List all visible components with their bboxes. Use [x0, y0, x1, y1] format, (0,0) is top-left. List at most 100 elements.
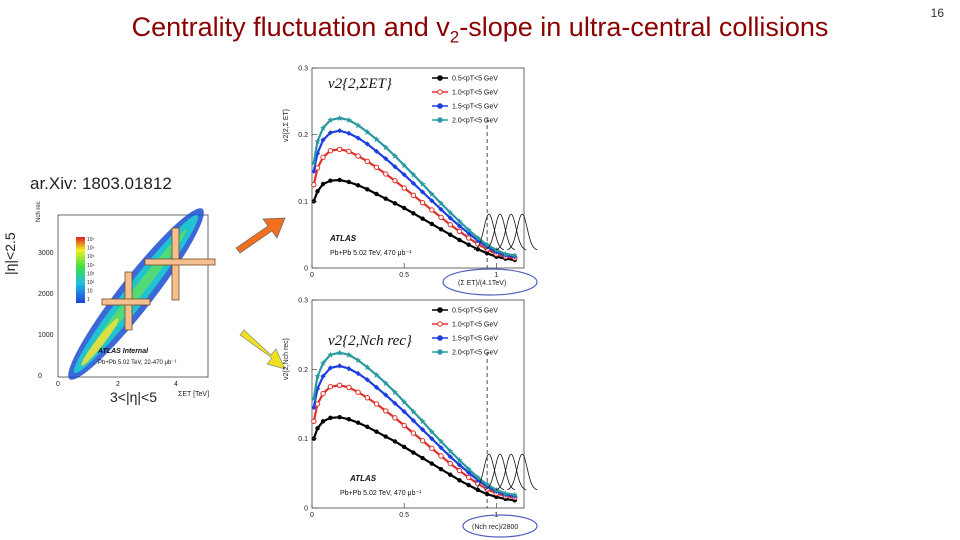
top-legend-marker-2: [437, 103, 443, 109]
top-point-3-7: [364, 129, 371, 135]
bottom-point-2-4: [337, 363, 343, 369]
top-legend-marker-1: [437, 89, 443, 95]
bottom-point-3-7: [364, 364, 371, 371]
bottom-series-1: [311, 382, 518, 501]
top-legend-marker-0: [437, 75, 443, 81]
colorbar-label-4: 10³: [87, 271, 95, 277]
bottom-point-0-6: [355, 420, 361, 425]
bottom-point-2-17: [456, 462, 463, 468]
top-legend: 0.5<pT<5 GeV 1.0<pT<5 GeV 1.5<pT<5 GeV 2.0<…: [432, 75, 498, 125]
top-xtick-label-0: 0: [310, 272, 314, 279]
bottom-point-1-6: [355, 389, 361, 395]
top-point-1-16: [447, 221, 453, 228]
bottom-point-0-17: [457, 478, 462, 483]
bottom-point-2-16: [447, 454, 453, 460]
top-point-1-2: [320, 154, 326, 161]
top-fluctuation-curve-3: [507, 213, 538, 250]
top-point-1-8: [373, 164, 380, 171]
bottom-point-3-11: [401, 398, 408, 405]
bottom-point-1-8: [373, 401, 380, 407]
colorbar-label-6: 10: [87, 289, 93, 295]
bottom-point-3-10: [391, 389, 398, 396]
bottom-xticks: 0 0.5 1: [310, 503, 498, 519]
top-point-3-6: [355, 122, 362, 129]
bottom-xlabel-highlight: [462, 514, 538, 538]
top-point-0-13: [420, 216, 425, 221]
bottom-point-1-7: [364, 395, 371, 401]
top-point-0-2: [320, 181, 326, 187]
bottom-point-1-4: [336, 382, 343, 388]
bottom-series-line-3: [312, 351, 515, 496]
top-legend-label-1: 1.0<pT<5 GeV: [452, 90, 498, 97]
top-annotation-title: ATLAS: [329, 234, 357, 243]
top-point-0-14: [429, 221, 435, 227]
top-legend-label-3: 2.0<pT<5 GeV: [452, 118, 498, 125]
bottom-point-3-3: [327, 351, 334, 358]
bottom-xtick-label-1: 0.5: [399, 512, 409, 519]
bottom-v2-panel: 0.5<pT<5 GeV 1.0<pT<5 GeV 1.5<pT<5 GeV 2.0<…: [283, 298, 538, 538]
correlation-band: [68, 208, 204, 380]
top-point-3-5: [345, 117, 352, 123]
colorbar-label-7: 1: [87, 297, 90, 303]
bottom-point-2-5: [346, 366, 352, 372]
top-xlabel: (Σ ET)/(4.1TeV): [458, 280, 506, 287]
corr-annotation-title: ATLAS Internal: [97, 348, 149, 355]
top-point-2-3: [327, 130, 334, 136]
colorbar-label-5: 10²: [87, 280, 95, 286]
top-point-3-16: [447, 209, 454, 216]
bottom-fluctuation-curve-1: [484, 453, 516, 490]
bottom-point-2-7: [364, 377, 370, 383]
bottom-legend-marker-1: [437, 321, 443, 327]
top-point-0-3: [328, 178, 333, 183]
top-point-1-9: [383, 171, 389, 177]
bottom-point-0-15: [438, 466, 444, 472]
top-xtick-label-2: 1: [494, 272, 498, 279]
top-point-0-5: [346, 179, 352, 185]
corr-ytick-2000: 2000: [38, 291, 54, 298]
bottom-point-0-11: [401, 444, 407, 450]
top-point-1-17: [456, 228, 463, 235]
top-point-0-7: [365, 187, 370, 192]
bottom-point-1-11: [401, 422, 407, 429]
top-point-3-1: [314, 138, 321, 145]
bottom-point-1-10: [392, 415, 398, 421]
top-xtick-label-1: 0.5: [399, 272, 409, 279]
top-point-3-3: [327, 117, 334, 123]
top-ytick-label-2: 0.2: [298, 132, 308, 139]
top-panel-label: v2{2,ΣET}: [328, 76, 392, 92]
top-ytick-label-1: 0.1: [298, 199, 308, 206]
bottom-ytick-label-2: 0.2: [298, 367, 308, 374]
top-point-0-20: [484, 251, 490, 256]
top-point-2-2: [320, 137, 326, 143]
top-point-2-1: [314, 150, 321, 156]
bottom-legend-marker-0: [437, 307, 443, 313]
bottom-point-2-9: [383, 392, 389, 398]
top-point-1-3: [327, 147, 334, 154]
top-point-3-19: [474, 235, 481, 241]
bottom-point-0-3: [328, 415, 333, 421]
bottom-point-3-9: [382, 380, 389, 387]
bottom-point-0-4: [337, 414, 342, 420]
top-point-3-8: [373, 136, 380, 143]
top-point-0-10: [392, 201, 398, 206]
bottom-point-2-15: [438, 445, 444, 451]
bottom-ytick-label-3: 0.3: [298, 298, 308, 305]
bottom-point-2-1: [314, 386, 321, 392]
top-series-2: [311, 128, 518, 260]
top-point-2-8: [373, 148, 380, 154]
top-point-0-8: [374, 191, 379, 197]
bottom-point-3-4: [336, 349, 343, 356]
top-point-2-14: [429, 198, 435, 204]
bottom-point-1-17: [456, 467, 463, 474]
top-point-0-17: [457, 237, 462, 243]
bottom-panel-label: v2{2,Nch rec}: [328, 333, 412, 349]
top-point-3-0: [310, 159, 317, 166]
top-series-3: [310, 115, 518, 259]
top-point-1-1: [314, 165, 321, 171]
bottom-xtick-label-0: 0: [310, 512, 314, 519]
bottom-annotation-title: ATLAS: [349, 474, 377, 483]
bottom-point-0-16: [448, 472, 453, 477]
bottom-legend-label-1: 1.0<pT<5 GeV: [452, 322, 498, 329]
bottom-point-2-11: [401, 409, 407, 415]
